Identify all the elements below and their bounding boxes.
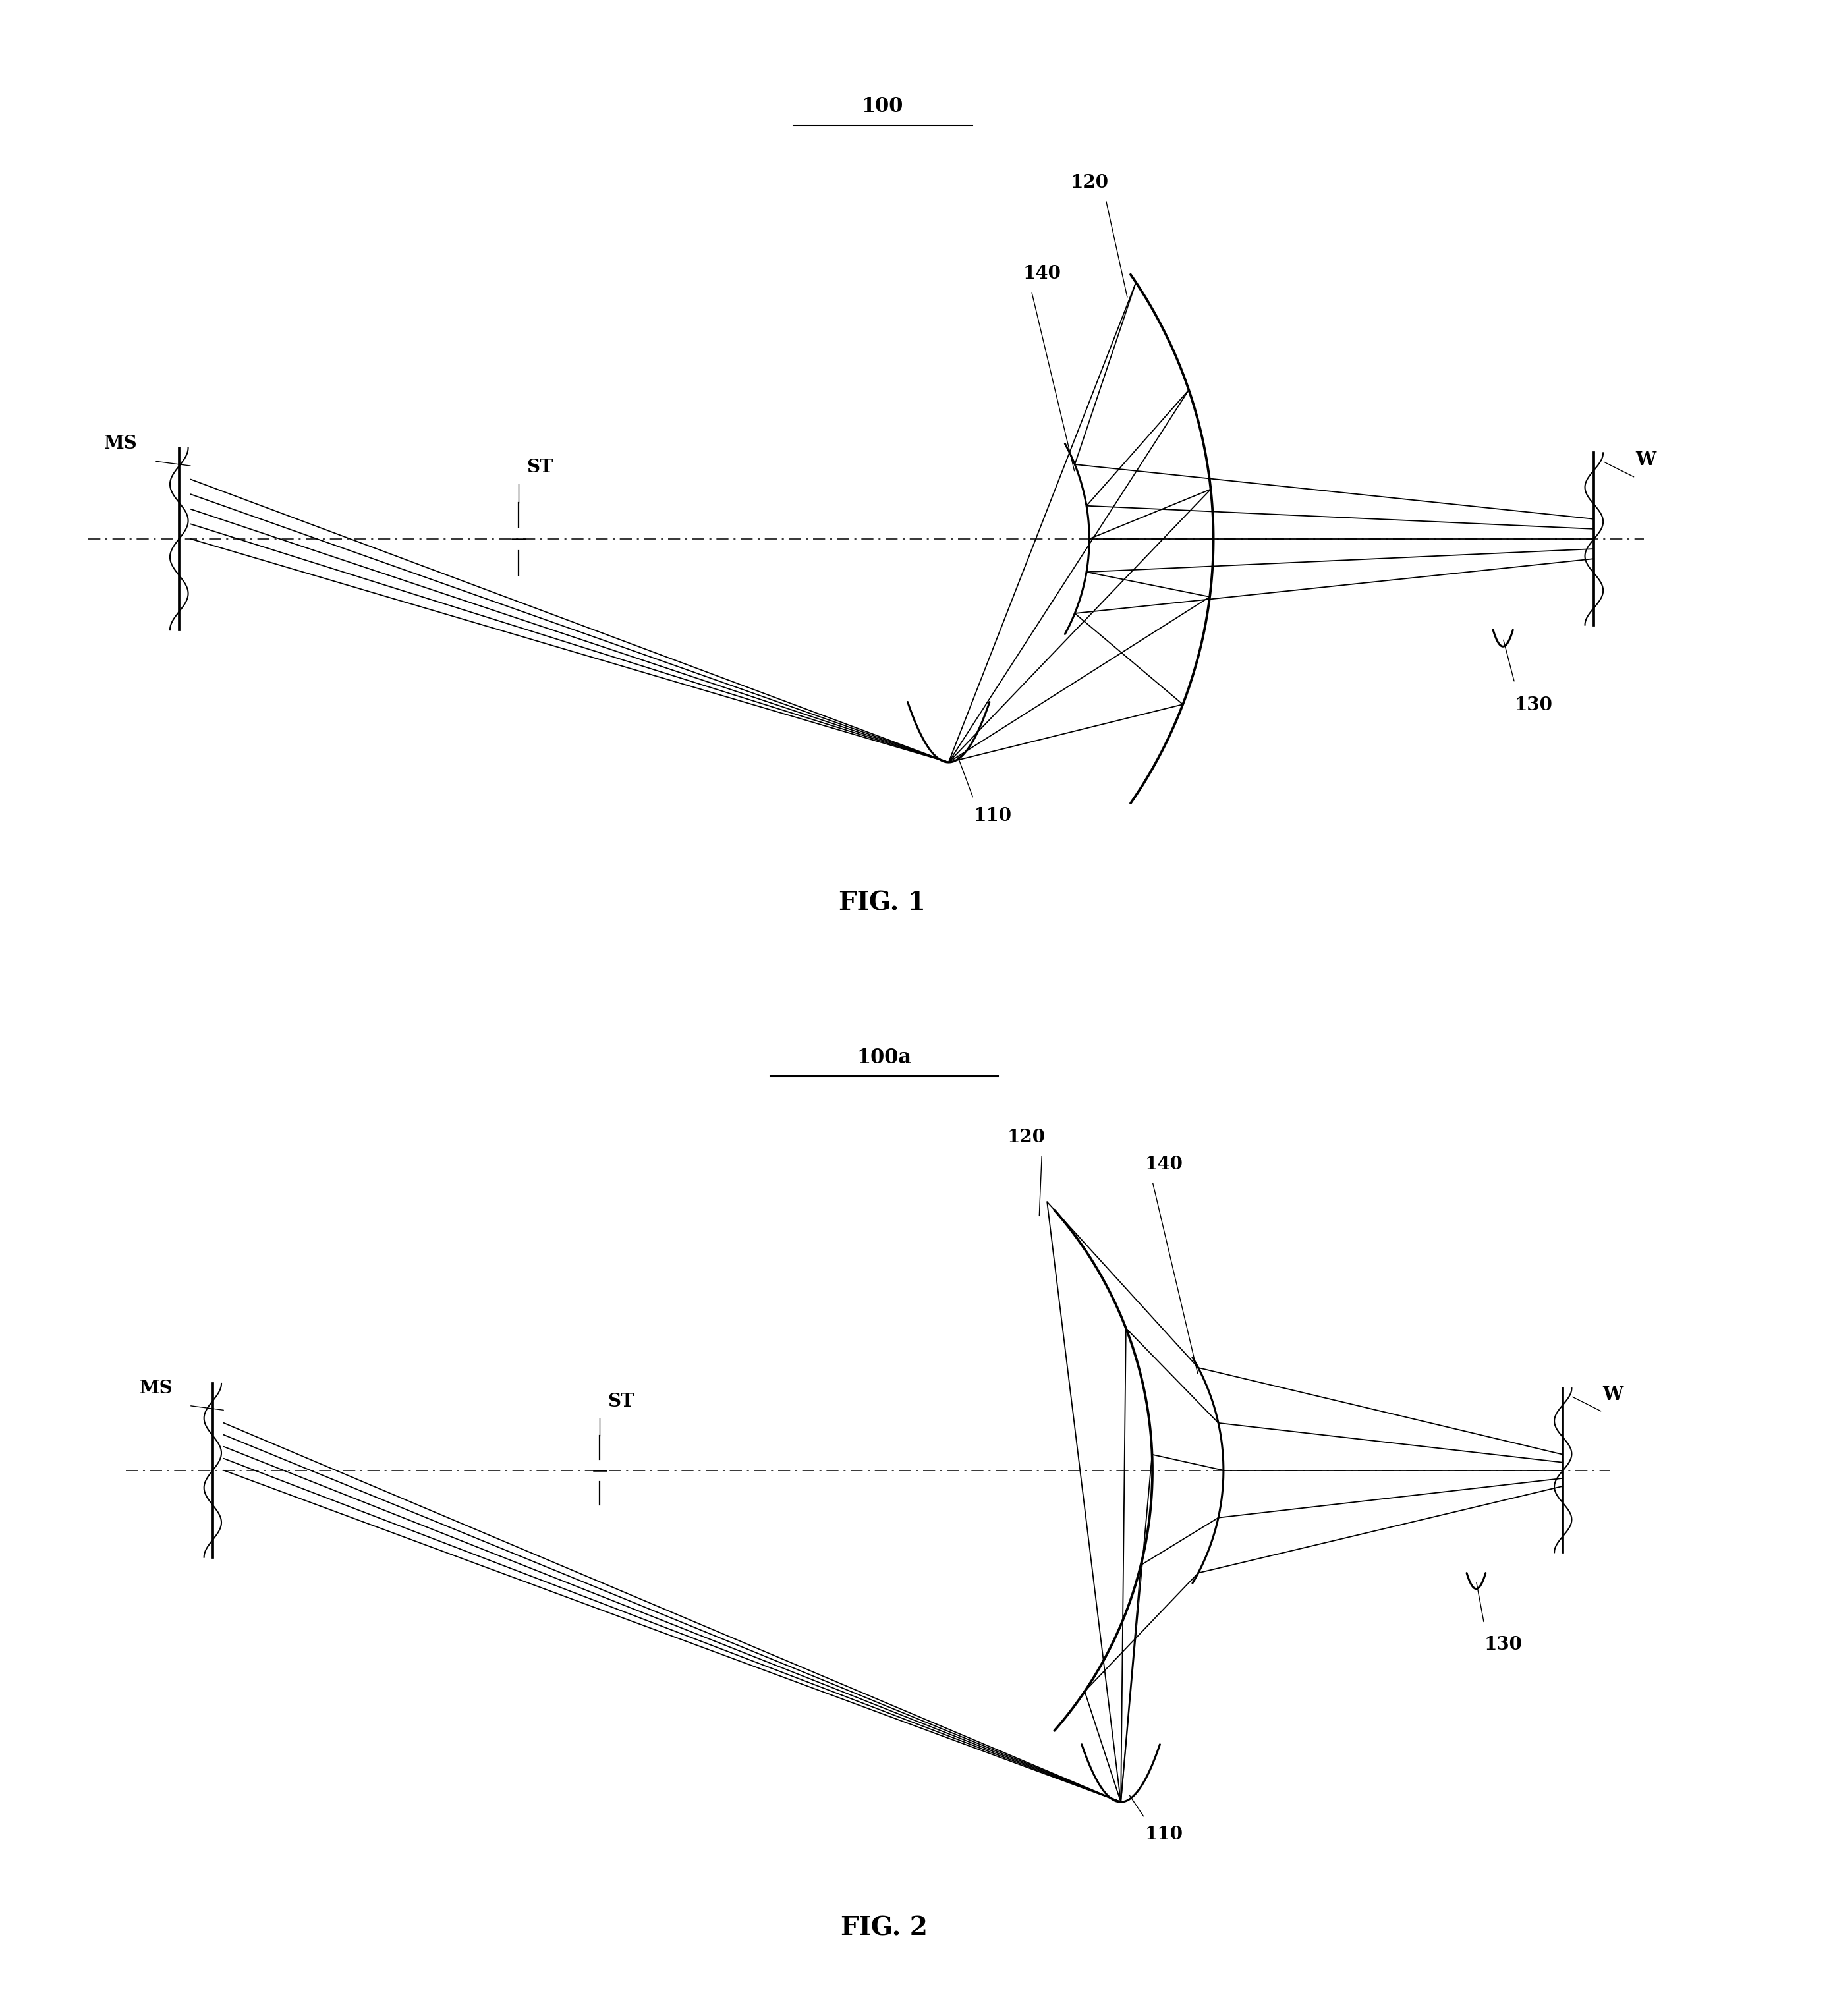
Text: 110: 110	[974, 806, 1013, 825]
Text: 120: 120	[1069, 173, 1108, 192]
Text: W: W	[1635, 452, 1655, 470]
Text: ST: ST	[527, 458, 553, 476]
Text: 110: 110	[1144, 1826, 1183, 1843]
Text: MS: MS	[139, 1379, 174, 1397]
Text: FIG. 1: FIG. 1	[839, 891, 926, 915]
Text: W: W	[1602, 1387, 1622, 1403]
Text: 130: 130	[1485, 1637, 1522, 1653]
Text: 120: 120	[1007, 1129, 1046, 1147]
Text: 100: 100	[862, 97, 903, 117]
Text: ST: ST	[608, 1393, 634, 1411]
Text: 130: 130	[1514, 696, 1553, 714]
Text: 100a: 100a	[857, 1046, 912, 1068]
Text: MS: MS	[104, 435, 137, 454]
Text: 140: 140	[1024, 264, 1062, 282]
Text: 140: 140	[1144, 1155, 1183, 1173]
Text: FIG. 2: FIG. 2	[840, 1915, 926, 1941]
